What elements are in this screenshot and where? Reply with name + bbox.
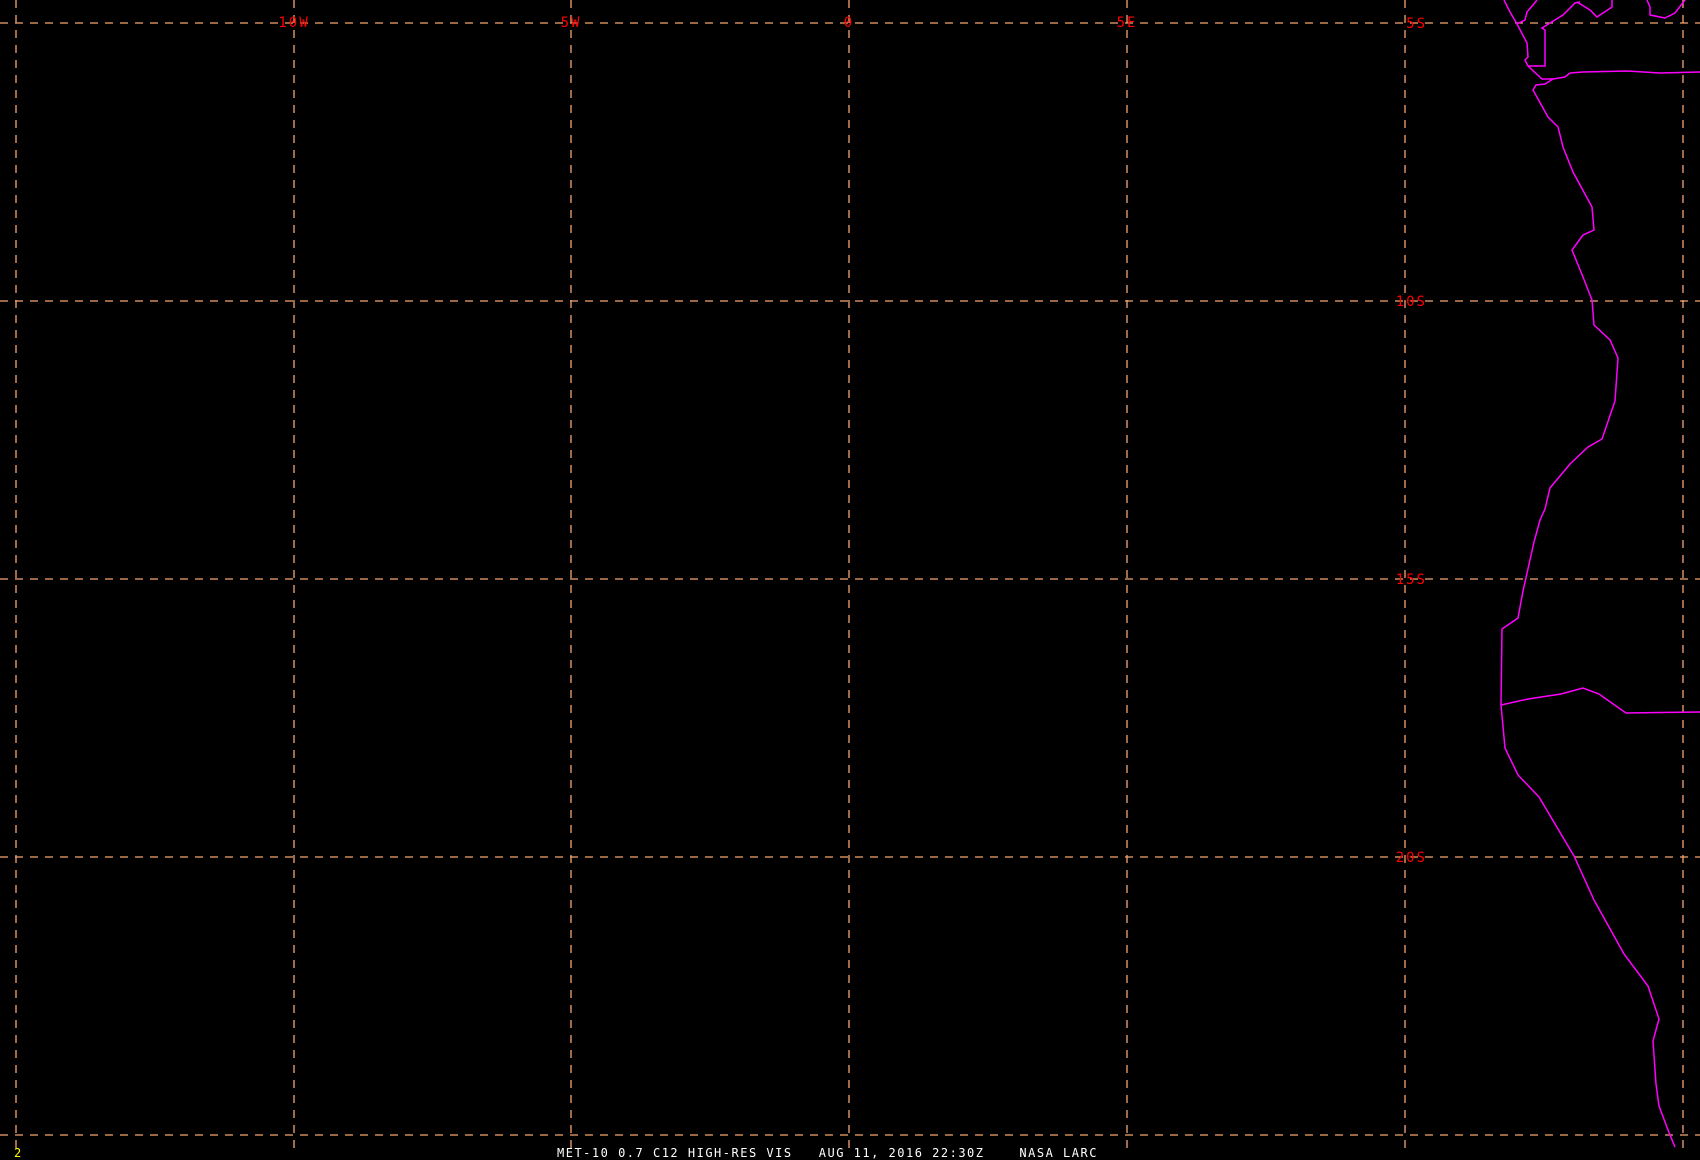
country-border <box>1646 0 1686 19</box>
image-caption: MET-10 0.7 C12 HIGH-RES VIS AUG 11, 2016… <box>557 1146 1098 1160</box>
longitude-label: 10W <box>278 15 309 31</box>
latitude-label: 5S <box>1406 16 1427 32</box>
frame-number: 2 <box>14 1146 21 1160</box>
coastline-borders <box>1500 0 1700 1148</box>
coastline <box>1503 0 1571 80</box>
country-border <box>1528 1 1581 67</box>
country-border <box>1516 0 1538 25</box>
latitude-label: 15S <box>1396 572 1427 588</box>
country-border <box>1500 687 1700 714</box>
latitude-label: 20S <box>1396 850 1427 866</box>
longitude-label: 5W <box>561 15 582 31</box>
country-border <box>1569 70 1700 74</box>
grid-labels: 10W 5W 0 5E 5S 10S 15S 20S <box>278 15 1427 866</box>
country-border <box>1576 0 1613 18</box>
longitude-label: 5E <box>1117 15 1138 31</box>
coastline <box>1500 78 1676 1148</box>
latitude-label: 10S <box>1396 294 1427 310</box>
longitude-label: 0 <box>844 15 854 31</box>
